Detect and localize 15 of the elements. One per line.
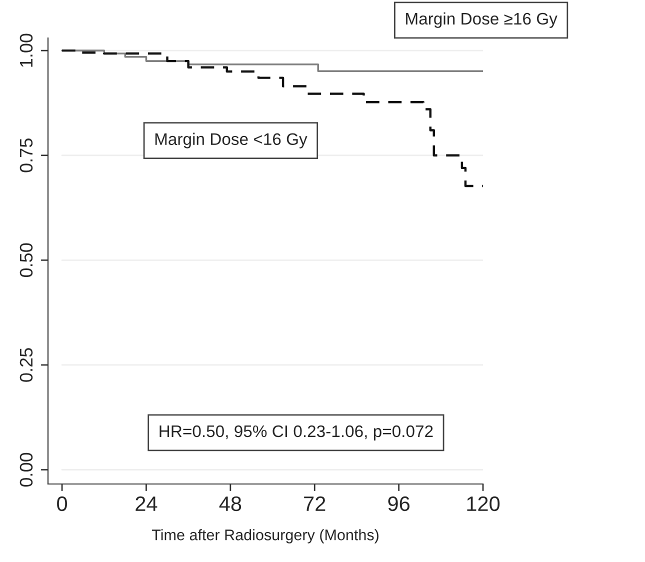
x-axis-title: Time after Radiosurgery (Months) bbox=[152, 529, 378, 544]
x-tick-label: 0 bbox=[57, 496, 68, 512]
x-tick-label: 120 bbox=[467, 496, 500, 512]
y-tick-label: 0.75 bbox=[20, 138, 33, 172]
y-tick-label: 0.25 bbox=[20, 348, 33, 382]
text: Margin Dose <16 Gy bbox=[155, 132, 308, 148]
annotation: HR=0.50, 95% CI 0.23-1.06, p=0.072 bbox=[160, 425, 433, 440]
x-tick-label: 24 bbox=[136, 496, 158, 511]
y-tick-label: 0.50 bbox=[20, 243, 33, 278]
x-tick-label: 96 bbox=[388, 496, 410, 512]
text: Margin Dose ≥16 Gy bbox=[406, 12, 558, 28]
y-tick-label: 1.00 bbox=[20, 34, 33, 67]
y-tick-label: 0.00 bbox=[20, 452, 33, 487]
x-tick-label: 72 bbox=[304, 496, 326, 511]
x-tick-label: 48 bbox=[219, 496, 242, 512]
